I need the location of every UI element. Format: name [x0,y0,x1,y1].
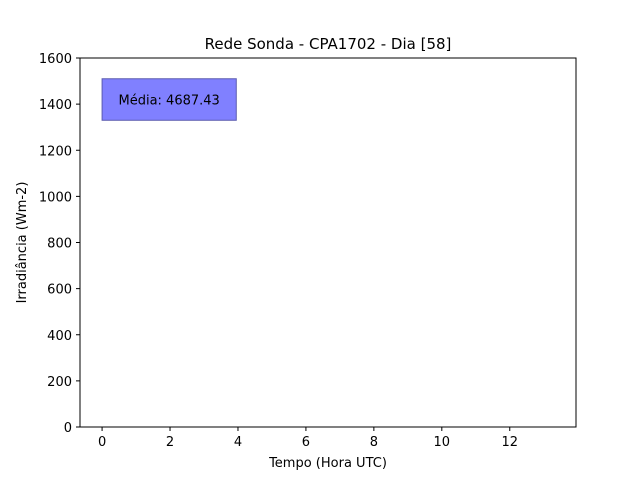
x-tick-label: 4 [234,435,242,450]
mean-annotation-box [101,78,237,121]
y-tick-label: 600 [47,283,72,298]
y-axis-label: Irradiância (Wm-2) [15,182,30,304]
x-axis: 0 2 4 6 8 10 12 [98,427,518,450]
y-tick-label: 1000 [39,190,72,205]
x-tick-label: 6 [302,435,310,450]
mean-annotation-text: Média: 4687.43 [119,94,220,109]
y-tick-label: 800 [47,237,72,252]
y-tick-label: 200 [47,375,72,390]
x-axis-label: Tempo (Hora UTC) [268,456,387,471]
y-tick-label: 1400 [39,98,72,113]
x-tick-label: 8 [370,435,378,450]
y-tick-label: 400 [47,329,72,344]
x-tick-label: 0 [98,435,106,450]
x-tick-label: 12 [501,435,518,450]
y-tick-label: 0 [64,421,72,436]
y-tick-label: 1600 [39,52,72,67]
chart-title: Rede Sonda - CPA1702 - Dia [58] [205,35,452,53]
x-tick-label: 10 [434,435,451,450]
y-tick-label: 1200 [39,144,72,159]
x-tick-label: 2 [166,435,174,450]
y-axis: 0 200 400 600 800 1000 1200 1400 1600 [39,52,80,436]
